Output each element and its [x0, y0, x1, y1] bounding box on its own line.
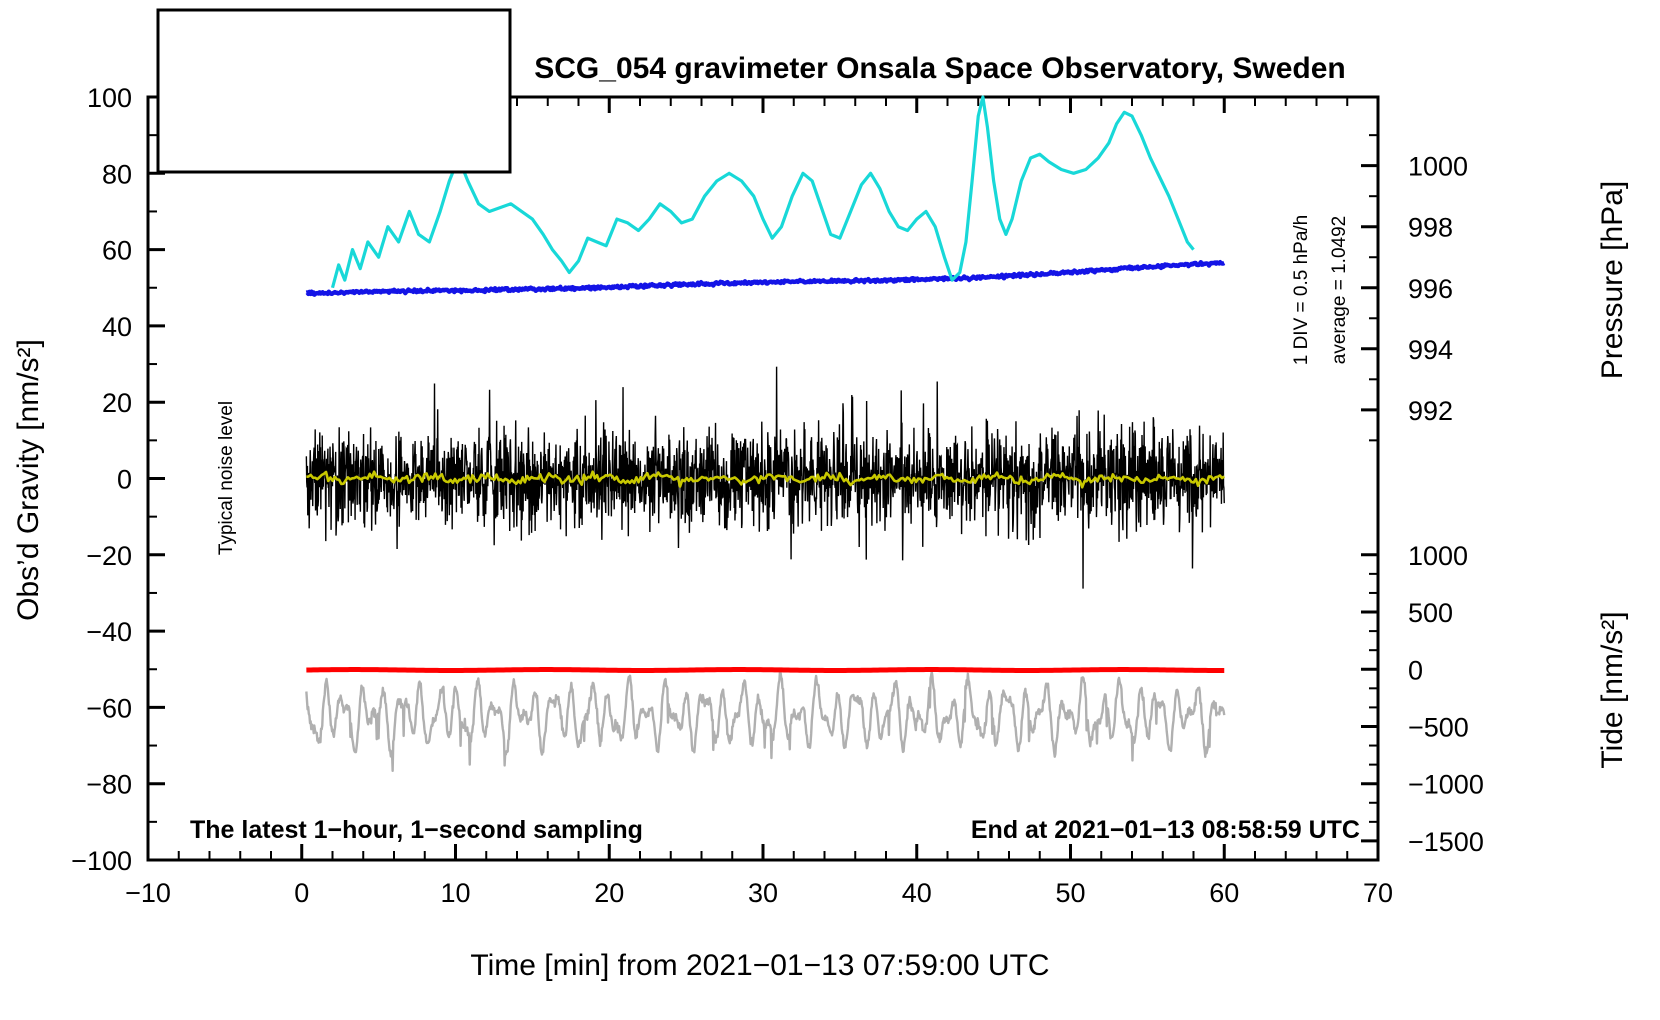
- y-tick-label-gravity: 80: [102, 159, 132, 189]
- annotation-latest-sampling: The latest 1−hour, 1−second sampling: [190, 816, 643, 844]
- y-axis-tide: 1000 500 0 −500 −1000 −1500: [1361, 541, 1484, 857]
- x-tick-label: 20: [594, 878, 624, 908]
- y-tick-label-tide: −1000: [1408, 770, 1484, 800]
- y-tick-label-gravity: −80: [86, 770, 132, 800]
- x-tick-label: 60: [1209, 878, 1239, 908]
- legend-background: [156, 8, 512, 174]
- annotation-average: average = 1.0492: [1329, 216, 1350, 364]
- y-tick-label-gravity: −40: [86, 617, 132, 647]
- y-tick-label-tide: 0: [1408, 655, 1423, 685]
- y-tick-label-tide: 500: [1408, 598, 1453, 628]
- y-tick-label-gravity: −100: [71, 846, 132, 876]
- series-pressure: [305, 259, 1226, 297]
- x-tick-label: 0: [294, 878, 309, 908]
- chart-title: SCG_054 gravimeter Onsala Space Observat…: [534, 52, 1346, 85]
- data-traces: [305, 95, 1226, 773]
- y-tick-label-pressure: 992: [1408, 396, 1453, 426]
- annotation-typical-noise-level: Typical noise level: [216, 401, 237, 555]
- y-axis-label-tide: Tide [nm/s²]: [1596, 611, 1629, 768]
- y-axis-label-pressure: Pressure [hPa]: [1596, 181, 1629, 379]
- legend[interactable]: [156, 8, 512, 174]
- x-tick-label: 10: [440, 878, 470, 908]
- x-axis: −10 0 10 20 30 40 50 60 70: [125, 97, 1393, 908]
- series-residual: [305, 366, 1225, 589]
- series-residual-lowpassed: [306, 470, 1226, 489]
- series-last-10-min: [305, 669, 1226, 773]
- y-tick-label-gravity: 100: [87, 83, 132, 113]
- y-axis-label-gravity: Obs’d Gravity [nm/s²]: [12, 339, 45, 621]
- y-axis-pressure: 1000 998 996 994 992: [1361, 134, 1468, 442]
- y-tick-label-tide: 1000: [1408, 541, 1468, 571]
- y-tick-label-pressure: 994: [1408, 335, 1453, 365]
- series-dpdt-lowpassed: [330, 95, 1195, 289]
- y-tick-label-gravity: 60: [102, 236, 132, 266]
- y-tick-label-pressure: 1000: [1408, 152, 1468, 182]
- x-tick-label: 40: [902, 878, 932, 908]
- y-axis-gravity: 100 80 60 40 20 0 −20 −40 −60 −80 −100: [71, 83, 165, 876]
- y-tick-label-tide: −500: [1408, 712, 1469, 742]
- y-tick-label-pressure: 998: [1408, 213, 1453, 243]
- y-tick-label-tide: −1500: [1408, 827, 1484, 857]
- y-tick-label-pressure: 996: [1408, 274, 1453, 304]
- y-tick-label-gravity: 40: [102, 312, 132, 342]
- x-tick-label: 70: [1363, 878, 1393, 908]
- y-tick-label-gravity: 20: [102, 388, 132, 418]
- y-tick-label-gravity: −20: [86, 541, 132, 571]
- series-theoretical-tide: [306, 667, 1225, 673]
- x-tick-label: 30: [748, 878, 778, 908]
- x-tick-label: 50: [1055, 878, 1085, 908]
- annotation-div-scale: 1 DIV = 0.5 hPa/h: [1291, 215, 1312, 366]
- annotation-end-time: End at 2021−01−13 08:58:59 UTC: [971, 816, 1360, 844]
- y-tick-label-gravity: 0: [117, 465, 132, 495]
- x-axis-label: Time [min] from 2021−01−13 07:59:00 UTC: [470, 949, 1049, 982]
- y-tick-label-gravity: −60: [86, 693, 132, 723]
- x-tick-label: −10: [125, 878, 171, 908]
